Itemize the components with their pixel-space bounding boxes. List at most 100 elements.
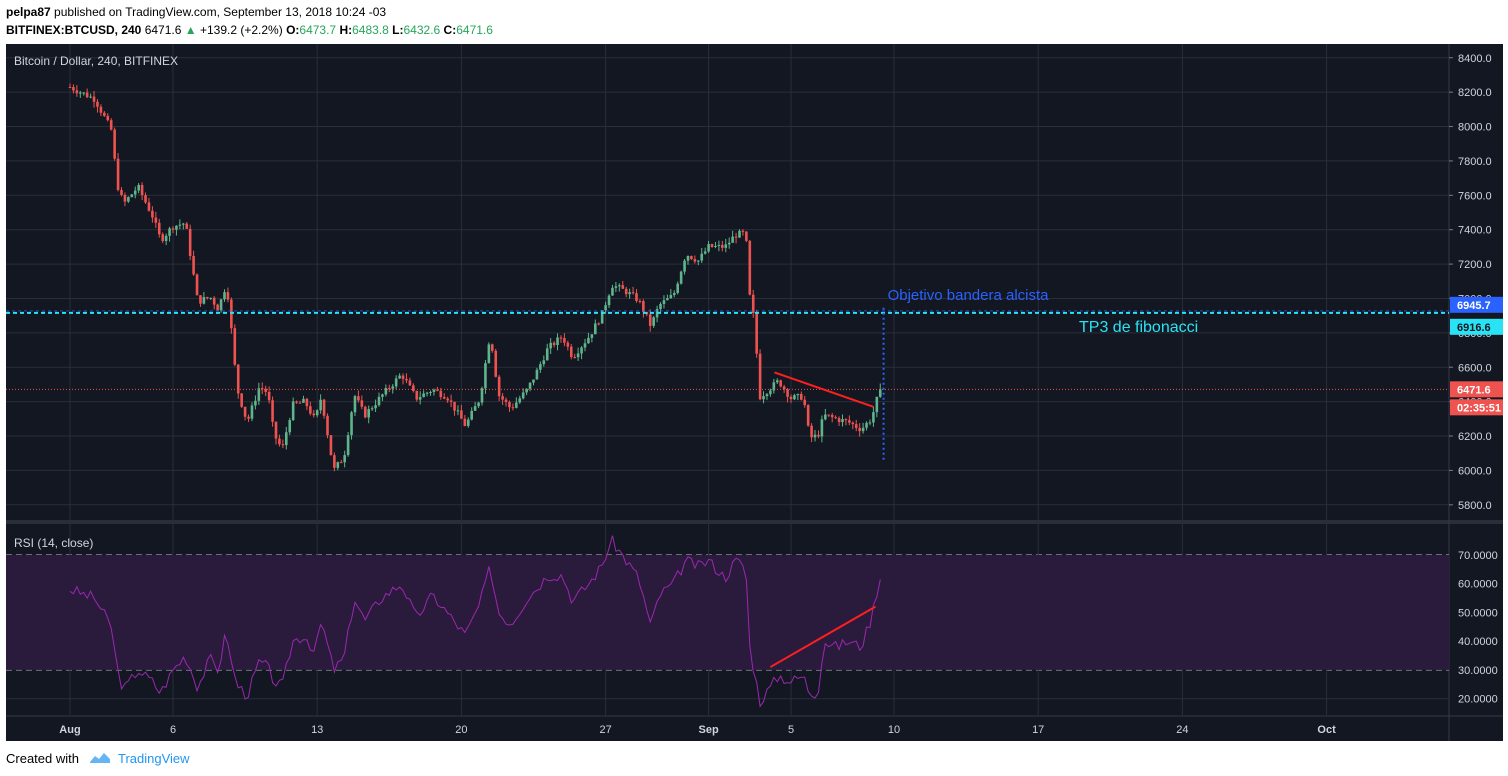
candle-body [679, 271, 683, 284]
candle-body [439, 390, 443, 397]
candle-body [350, 412, 353, 436]
candle-body [315, 410, 319, 416]
candle-body [480, 388, 484, 403]
candle-body [707, 244, 710, 252]
candle-body [206, 297, 209, 299]
candle-body [775, 380, 779, 383]
rsi-tick-label: 50.0000 [1458, 607, 1498, 619]
candle-body [672, 292, 676, 296]
candle-body [607, 295, 611, 306]
candle-body [748, 240, 752, 295]
candle-body [130, 194, 134, 198]
candle-body [82, 92, 86, 94]
close-value: 6471.6 [456, 23, 493, 37]
candle-body [731, 236, 734, 243]
candle-body [339, 462, 343, 464]
candle-body [765, 394, 769, 397]
candle-body [848, 420, 851, 423]
candle-body [137, 184, 140, 191]
candle-body [398, 375, 401, 379]
candle-body [676, 283, 679, 293]
footer: Created with TradingView [0, 741, 1508, 776]
candle-body [96, 101, 99, 107]
candle-body [827, 414, 831, 416]
price-trendline [774, 371, 874, 408]
candle-body [734, 236, 738, 238]
candle-body [824, 414, 827, 420]
author-name[interactable]: pelpa87 [6, 5, 51, 19]
candle-body [786, 389, 789, 397]
candle-body [133, 190, 137, 195]
candle-body [751, 294, 755, 314]
time-tick-label: Sep [699, 724, 719, 736]
candle-body [298, 402, 302, 404]
candle-body [535, 369, 539, 380]
candle-body [477, 402, 480, 407]
candle-body [305, 398, 309, 407]
candle-body [446, 398, 449, 401]
price-tick-label: 6000.0 [1458, 465, 1492, 477]
chart-frame[interactable]: Objetivo bandera alcista TP3 de fibonacci… [6, 44, 1503, 741]
candle-body [552, 342, 556, 346]
candle-body [274, 421, 278, 439]
candle-body [123, 194, 127, 202]
candle-body [635, 293, 638, 301]
candle-body [583, 343, 587, 348]
candle-body [769, 390, 772, 395]
candle-body [837, 418, 841, 423]
candle-body [868, 422, 872, 424]
candle-body [329, 435, 333, 456]
candle-body [384, 388, 388, 395]
candle-body [147, 202, 151, 211]
candle-body [230, 299, 233, 329]
candle-body [175, 225, 178, 230]
up-triangle-icon: ▲ [184, 23, 197, 37]
candle-body [686, 256, 690, 261]
candle-body [460, 410, 463, 419]
badge-level1-bg [1450, 296, 1503, 313]
price-tick-label: 7200.0 [1458, 259, 1492, 271]
candle-body [161, 234, 164, 241]
candle-body [271, 400, 274, 422]
candle-body [830, 414, 834, 418]
chart-canvas[interactable]: Objetivo bandera alcista TP3 de fibonacci… [6, 44, 1503, 741]
open-value: 6473.7 [299, 23, 337, 37]
candle-body [68, 86, 72, 88]
candle-body [727, 242, 731, 245]
candle-body [741, 230, 745, 232]
candle-body [878, 389, 882, 397]
price-tick-label: 5800.0 [1458, 500, 1492, 512]
candle-body [374, 405, 377, 409]
candle-body [844, 419, 848, 421]
candle-body [391, 386, 395, 389]
candle-body [436, 389, 439, 391]
candle-body [326, 415, 329, 436]
candle-body [597, 323, 601, 325]
candle-body [789, 396, 793, 400]
tp3-annotation: TP3 de fibonacci [1079, 319, 1198, 336]
symbol-label: BITFINEX:BTCUSD, 240 [6, 23, 142, 37]
candle-body [312, 413, 316, 416]
candle-body [295, 401, 298, 403]
candle-body [72, 87, 75, 91]
candle-body [569, 346, 573, 357]
candle-body [106, 115, 110, 121]
candle-body [394, 378, 398, 387]
candle-body [192, 255, 195, 275]
candle-body [202, 297, 206, 304]
candle-body [164, 235, 168, 241]
candle-body [690, 256, 693, 260]
tradingview-brand-link[interactable]: TradingView [118, 751, 190, 766]
candle-body [116, 158, 120, 190]
candle-body [810, 425, 813, 438]
candle-body [508, 401, 511, 408]
candle-body [103, 112, 106, 116]
candle-body [549, 342, 552, 349]
candle-body [322, 399, 326, 416]
candle-body [556, 337, 559, 346]
candle-body [525, 388, 528, 393]
candle-body [587, 337, 590, 344]
candle-body [250, 405, 254, 419]
high-value: 6483.8 [352, 23, 389, 37]
candle-body [666, 298, 669, 301]
